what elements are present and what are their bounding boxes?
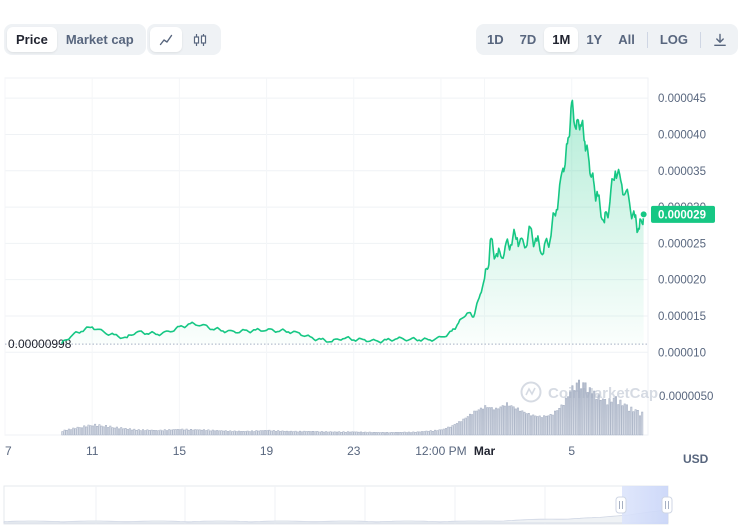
range-7d[interactable]: 7D bbox=[519, 32, 537, 47]
watermark-text: CoinMarketCap bbox=[548, 385, 658, 402]
tab-market-cap[interactable]: Market cap bbox=[65, 32, 134, 47]
candlestick-icon[interactable] bbox=[182, 27, 218, 52]
watermark: CoinMarketCap bbox=[520, 381, 658, 403]
volume-bars bbox=[61, 379, 644, 436]
y-tick-label: 0.000045 bbox=[658, 93, 706, 105]
start-price-label: 0.00000998 bbox=[8, 337, 72, 351]
x-axis: 7 11 15 19 23 12:00 PM Mar 5 bbox=[5, 444, 575, 458]
y-tick-label: 0.000010 bbox=[658, 347, 706, 359]
x-tick-label: 23 bbox=[347, 444, 361, 458]
price-line bbox=[60, 99, 645, 344]
download-icon[interactable] bbox=[705, 27, 735, 52]
y-tick-label: 0.000025 bbox=[658, 238, 706, 250]
y-tick-label: 0.000020 bbox=[658, 275, 706, 287]
range-1y[interactable]: 1Y bbox=[586, 32, 603, 47]
y-tick-label: 0.000015 bbox=[658, 311, 706, 323]
y-axis: 0.0000450.0000400.0000350.0000300.000025… bbox=[658, 93, 706, 359]
x-tick-label: 11 bbox=[86, 444, 99, 458]
price-chart[interactable]: 0.0000450.0000400.0000350.0000300.000025… bbox=[0, 70, 755, 530]
navigator-left-handle[interactable] bbox=[615, 496, 627, 514]
range-1d[interactable]: 1D bbox=[487, 32, 504, 47]
y-tick-label: 0.000035 bbox=[658, 166, 706, 178]
navigator-right-handle[interactable] bbox=[661, 496, 673, 514]
range-divider bbox=[646, 31, 648, 48]
range-divider bbox=[700, 31, 702, 48]
x-tick-label: 7 bbox=[5, 444, 12, 458]
range-all[interactable]: All bbox=[618, 32, 635, 47]
x-tick-label: Mar bbox=[474, 444, 496, 458]
range-group: 1D 7D 1M 1Y All LOG bbox=[476, 24, 739, 55]
y-tick-label: 0.000040 bbox=[658, 129, 706, 141]
x-tick-label: 15 bbox=[173, 444, 187, 458]
volume-axis-label: 0.0000050 bbox=[659, 391, 713, 403]
navigator-selection bbox=[622, 486, 668, 524]
x-tick-label: 12:00 PM bbox=[415, 444, 466, 458]
current-price-label: 0.000029 bbox=[658, 209, 706, 221]
tab-price[interactable]: Price bbox=[7, 27, 57, 52]
range-navigator[interactable] bbox=[3, 485, 673, 525]
range-1m[interactable]: 1M bbox=[544, 27, 579, 52]
metric-tab-group: Price Market cap bbox=[4, 24, 146, 55]
x-tick-label: 19 bbox=[260, 444, 274, 458]
price-area bbox=[61, 100, 644, 345]
log-scale-button[interactable]: LOG bbox=[659, 32, 689, 47]
x-tick-label: 5 bbox=[568, 444, 575, 458]
current-price-dot bbox=[639, 210, 648, 219]
chart-type-group bbox=[147, 24, 221, 55]
line-chart-icon[interactable] bbox=[150, 27, 182, 52]
navigator-area bbox=[3, 509, 669, 524]
current-price-tag: 0.000029 bbox=[651, 205, 715, 223]
currency-label: USD bbox=[683, 452, 709, 466]
